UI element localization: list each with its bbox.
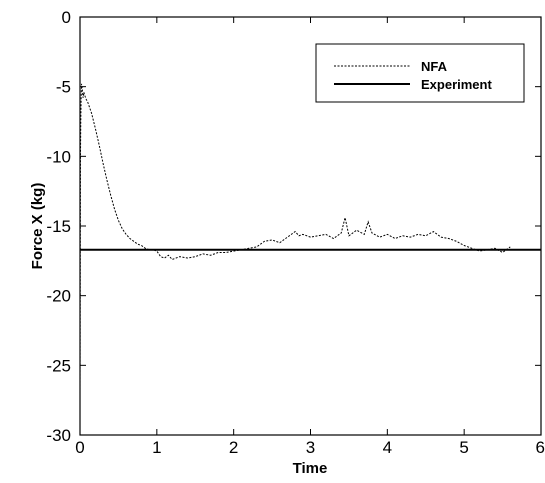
x-tick-label: 5	[459, 438, 468, 457]
legend: NFA Experiment	[315, 43, 525, 103]
y-tick-label: 0	[62, 8, 71, 27]
chart-marks	[79, 83, 541, 394]
series-line-nfa	[79, 83, 511, 394]
legend-box	[315, 43, 525, 103]
x-tick-label: 1	[152, 438, 161, 457]
x-tick-label: 2	[229, 438, 238, 457]
y-tick-label: -5	[56, 78, 71, 97]
legend-label-nfa: NFA	[421, 59, 448, 74]
legend-label-experiment: Experiment	[421, 77, 492, 92]
y-tick-label: -15	[46, 217, 71, 236]
y-tick-label: -25	[46, 356, 71, 375]
x-axis-label: Time	[293, 460, 328, 477]
axis-ticks: 0 1 2 3 4 5 6 0 -5 -10 -15 -20 -25 -30	[46, 8, 545, 457]
y-axis-label: Force X (kg)	[29, 183, 46, 270]
y-tick-label: -10	[46, 147, 71, 166]
y-tick-label: -20	[46, 287, 71, 306]
y-tick-label: -30	[46, 426, 71, 445]
x-tick-label: 6	[536, 438, 545, 457]
x-tick-label: 3	[306, 438, 315, 457]
x-tick-label: 4	[383, 438, 392, 457]
x-tick-label: 0	[75, 438, 84, 457]
